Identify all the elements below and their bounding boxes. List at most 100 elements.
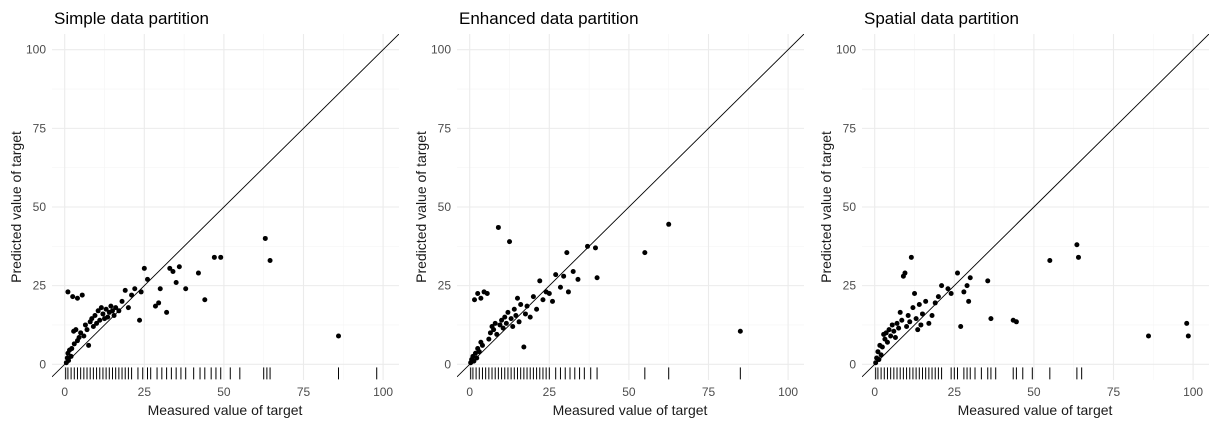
y-tick-label: 0 xyxy=(39,357,46,371)
data-point xyxy=(90,324,96,330)
data-point xyxy=(78,330,84,336)
data-point xyxy=(97,317,103,323)
data-point xyxy=(495,224,501,230)
data-point xyxy=(492,320,498,326)
data-point xyxy=(585,243,591,249)
data-point xyxy=(988,316,994,322)
data-point xyxy=(955,270,961,276)
data-point xyxy=(919,311,925,317)
data-point xyxy=(1185,333,1191,339)
data-point xyxy=(164,309,170,315)
data-point xyxy=(905,313,911,319)
data-point xyxy=(494,331,500,337)
plot-area: 0 25 50 75 100 0 25 50 75 100 xyxy=(26,34,399,399)
data-point xyxy=(176,264,182,270)
data-point xyxy=(183,286,189,292)
data-point xyxy=(594,275,600,281)
y-tick-label: 75 xyxy=(843,121,857,135)
x-tick-label: 100 xyxy=(373,385,393,399)
data-point xyxy=(497,322,503,328)
data-point xyxy=(1146,333,1152,339)
data-point xyxy=(534,306,540,312)
x-tick-label: 50 xyxy=(217,385,231,399)
y-tick-label: 100 xyxy=(26,43,46,57)
data-point xyxy=(491,327,497,333)
data-point xyxy=(666,221,672,227)
data-point xyxy=(564,250,570,256)
data-point xyxy=(524,303,530,309)
data-point xyxy=(916,302,922,308)
y-axis-label: Predicted value of target xyxy=(413,131,429,283)
y-tick-label: 100 xyxy=(431,43,451,57)
data-point xyxy=(553,272,559,278)
data-point xyxy=(98,305,104,311)
data-point xyxy=(873,360,879,366)
x-tick-label: 25 xyxy=(138,385,152,399)
x-tick-label: 100 xyxy=(778,385,798,399)
data-point xyxy=(505,309,511,315)
plot-area: 0 25 50 75 100 0 25 50 75 100 xyxy=(836,34,1209,399)
data-point xyxy=(195,270,201,276)
data-point xyxy=(884,339,890,345)
y-tick-label: 100 xyxy=(836,43,856,57)
data-point xyxy=(141,265,147,271)
data-point xyxy=(557,284,563,290)
data-point xyxy=(961,289,967,295)
data-point xyxy=(908,254,914,260)
data-point xyxy=(897,309,903,315)
data-point xyxy=(108,303,114,309)
data-point xyxy=(948,291,954,296)
y-tick-label: 75 xyxy=(438,121,452,135)
data-point xyxy=(129,292,135,298)
data-point xyxy=(218,254,224,260)
data-point xyxy=(82,322,88,328)
y-tick-label: 0 xyxy=(444,357,451,371)
x-tick-label: 25 xyxy=(543,385,557,399)
data-point xyxy=(71,341,77,347)
data-point xyxy=(879,344,885,350)
data-point xyxy=(561,273,567,279)
data-point xyxy=(100,311,106,317)
data-point xyxy=(508,316,514,322)
y-tick-label: 0 xyxy=(849,357,856,371)
y-axis-label: Predicted value of target xyxy=(818,131,834,283)
data-point xyxy=(487,330,493,336)
data-point xyxy=(74,295,80,301)
data-point xyxy=(527,314,533,320)
data-point xyxy=(92,313,98,319)
data-point xyxy=(896,325,902,331)
data-point xyxy=(95,308,101,314)
data-point xyxy=(929,313,935,319)
data-point xyxy=(116,308,122,314)
panel-title: Simple data partition xyxy=(54,9,209,28)
data-point xyxy=(888,333,894,339)
plot-area: 0 25 50 75 100 0 25 50 75 100 xyxy=(431,34,804,399)
data-point xyxy=(111,313,117,319)
x-axis-label: Measured value of target xyxy=(553,402,708,418)
data-point xyxy=(875,349,881,355)
x-tick-label: 50 xyxy=(1027,385,1041,399)
panel-simple: Simple data partition Measured value of … xyxy=(8,9,399,418)
data-point xyxy=(642,250,648,256)
x-tick-label: 50 xyxy=(622,385,636,399)
data-point xyxy=(592,245,598,251)
data-point xyxy=(484,291,490,296)
data-point xyxy=(499,317,505,323)
data-point xyxy=(476,349,482,355)
data-point xyxy=(70,294,76,300)
data-point xyxy=(1075,254,1081,260)
data-point xyxy=(65,289,71,295)
panel-enhanced: Enhanced data partition Measured value o… xyxy=(413,9,804,418)
data-point xyxy=(76,335,82,341)
data-point xyxy=(530,294,536,300)
data-point xyxy=(923,298,929,304)
y-tick-label: 50 xyxy=(438,200,452,214)
data-point xyxy=(966,298,972,304)
y-tick-label: 50 xyxy=(843,200,857,214)
data-point xyxy=(69,346,75,352)
data-point xyxy=(474,355,480,361)
data-point xyxy=(157,286,163,292)
x-tick-label: 100 xyxy=(1183,385,1203,399)
data-point xyxy=(79,292,85,298)
x-tick-label: 0 xyxy=(871,385,878,399)
